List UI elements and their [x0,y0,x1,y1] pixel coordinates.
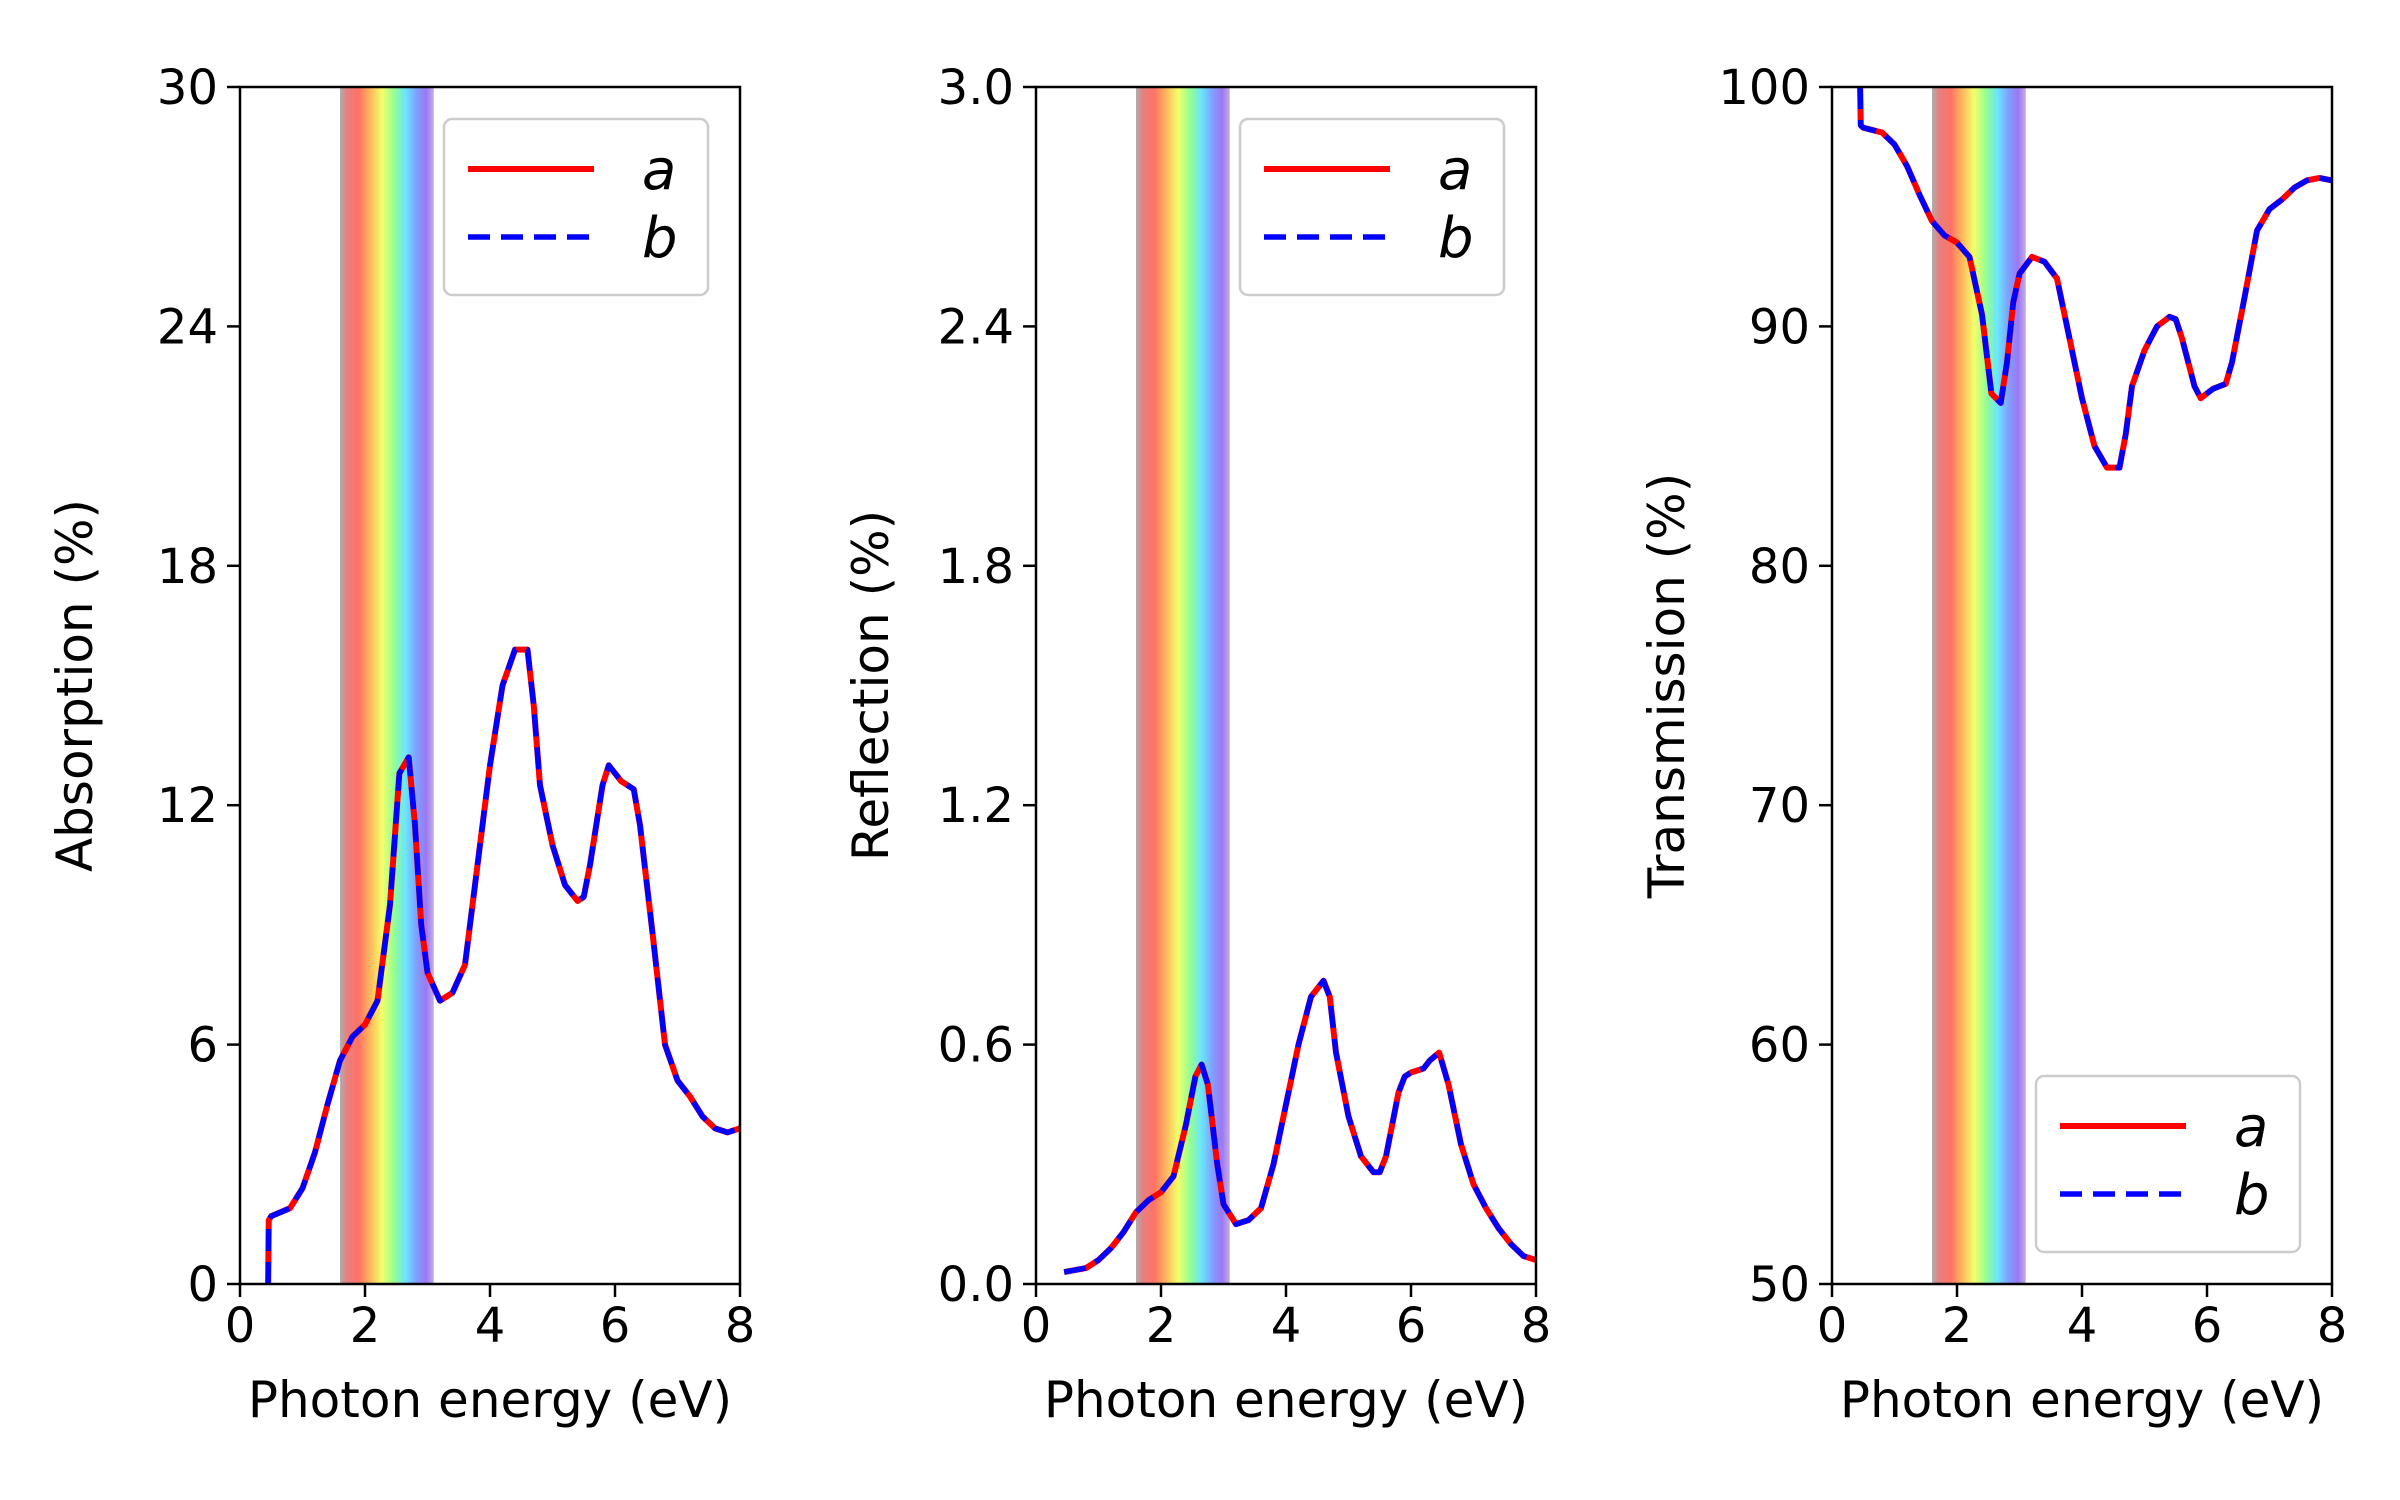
y-axis-label: Reflection (%) [842,510,900,861]
x-tick-label: 0 [225,1298,256,1354]
x-tick-label: 2 [350,1298,381,1354]
series-line-a [265,646,740,1284]
y-tick-label: 70 [1749,778,1810,834]
legend-label-a: a [642,138,676,203]
panel-reflection: 0 2 4 6 8 0.0 0.6 1.2 1.8 2.4 3.0 Photon energy (eV… [842,60,1551,1429]
x-tick-label: 4 [475,1298,506,1354]
legend-label-a: a [2234,1095,2268,1160]
legend: ab [1238,117,1506,297]
x-tick-label: 8 [725,1298,756,1354]
legend-label-b: b [1438,206,1474,271]
x-tick-label: 2 [1942,1298,1973,1354]
y-tick-label: 2.4 [938,299,1014,355]
y-tick-label: 3.0 [938,60,1014,116]
series-line-b [1857,87,2332,471]
y-tick-label: 1.2 [938,778,1014,834]
y-tick-label: 100 [1718,60,1810,116]
visible-spectrum-band [340,87,434,1284]
panel-transmission: 0 2 4 6 8 50 60 70 80 90 100 Photon energy (eV) Tran… [1638,60,2347,1429]
legend-frame [1238,117,1506,297]
series-line-b [265,646,740,1284]
visible-spectrum-band [1932,87,2026,1284]
y-tick-label: 12 [157,778,218,834]
legend: ab [442,117,710,297]
x-tick-label: 6 [2192,1298,2223,1354]
x-tick-label: 6 [1396,1298,1427,1354]
y-axis-label: Transmission (%) [1638,473,1696,899]
y-tick-label: 80 [1749,539,1810,595]
x-tick-label: 8 [1521,1298,1552,1354]
legend-frame [2034,1074,2302,1254]
legend-label-a: a [1438,138,1472,203]
y-tick-label: 0.0 [938,1257,1014,1313]
x-axis-label: Photon energy (eV) [1840,1371,2324,1429]
x-axis-label: Photon energy (eV) [1044,1371,1528,1429]
x-tick-label: 6 [600,1298,631,1354]
x-tick-label: 2 [1146,1298,1177,1354]
x-tick-label: 0 [1817,1298,1848,1354]
y-tick-label: 6 [187,1018,218,1074]
y-axis-label: Absorption (%) [46,499,104,872]
series-line-a [1857,87,2332,471]
y-tick-label: 0 [187,1257,218,1313]
x-tick-label: 8 [2317,1298,2348,1354]
y-tick-label: 18 [157,539,218,595]
x-tick-label: 4 [1271,1298,1302,1354]
legend: ab [2034,1074,2302,1254]
visible-spectrum-band [1136,87,1230,1284]
y-tick-label: 24 [157,299,218,355]
y-tick-label: 30 [157,60,218,116]
legend-label-b: b [2234,1163,2270,1228]
y-tick-label: 1.8 [938,539,1014,595]
legend-frame [442,117,710,297]
y-tick-label: 50 [1749,1257,1810,1313]
x-tick-label: 4 [2067,1298,2098,1354]
legend-label-b: b [642,206,678,271]
y-tick-label: 90 [1749,299,1810,355]
y-tick-label: 0.6 [938,1018,1014,1074]
x-axis-label: Photon energy (eV) [248,1371,732,1429]
series-line-b [1063,978,1536,1275]
series-line-a [1063,977,1536,1275]
y-tick-label: 60 [1749,1018,1810,1074]
x-tick-label: 0 [1021,1298,1052,1354]
